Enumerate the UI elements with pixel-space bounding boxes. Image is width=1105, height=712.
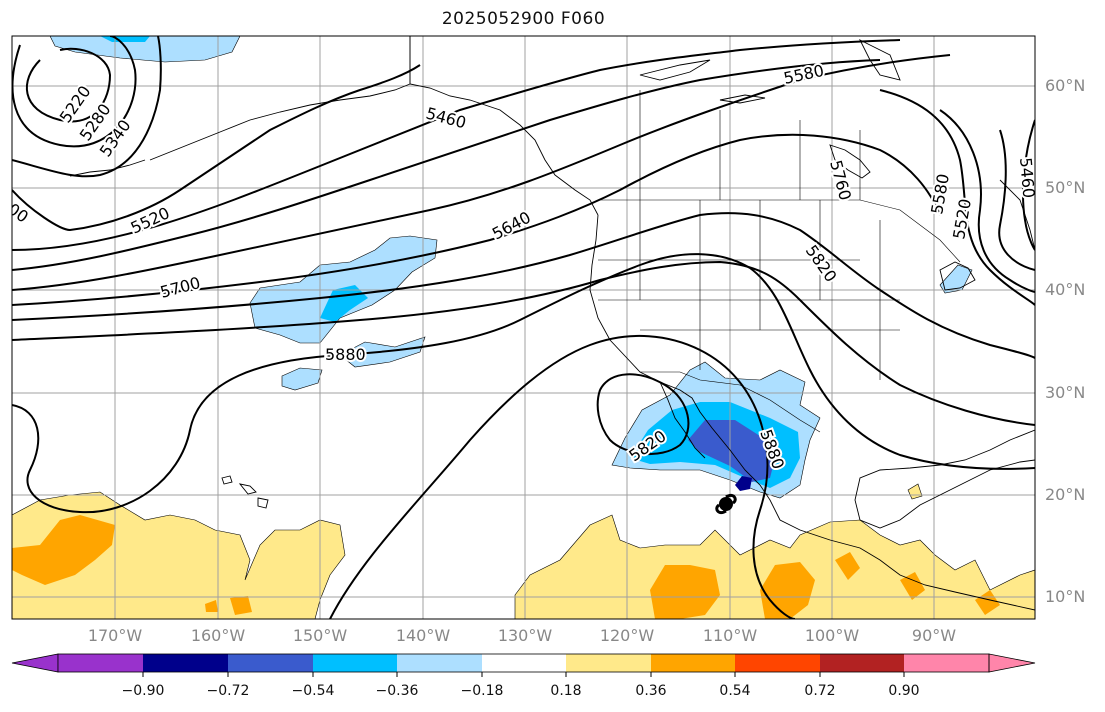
contour-5460: [12, 39, 901, 251]
colorbar-extend-low: [11, 653, 59, 673]
coast-alaska-peninsula: [149, 83, 411, 161]
coast-alaska-islands: [69, 159, 146, 177]
colorbar-segment: [651, 654, 735, 672]
contour-5640: [12, 133, 941, 306]
colorbar-segment: [58, 654, 143, 672]
shade-pos-west-core-2: [230, 596, 252, 615]
shade-mexico-core: [735, 476, 752, 491]
coast-baja: [659, 381, 706, 459]
lon-label-100w: 100°W: [804, 626, 860, 645]
coast-hudson: [829, 144, 871, 179]
lat-label-40n: 40°N: [1045, 280, 1086, 299]
coastlines: [69, 36, 1035, 611]
border-us-mexico: [640, 371, 821, 433]
colorbar-tick-label: 0.90: [888, 683, 920, 699]
colorbar-segment: [820, 654, 904, 672]
colorbar-tick-label: −0.18: [460, 683, 504, 699]
coast-us-west: [589, 214, 1035, 611]
shade-pos-west-core-1: [12, 515, 115, 585]
colorbar-tick-label: 0.36: [635, 683, 667, 699]
contour-5520: [12, 59, 881, 271]
lon-label-150w: 150°W: [292, 626, 348, 645]
colorbar-segment: [143, 654, 228, 672]
lon-label-160w: 160°W: [190, 626, 246, 645]
shading-positive: [12, 483, 1035, 619]
shade-mexico-inner: [688, 420, 775, 482]
colorbar-segment: [566, 654, 651, 672]
contour-5580: [12, 54, 951, 291]
hawaii-2: [238, 483, 257, 495]
contour-label: 5880: [325, 345, 366, 364]
contour-5400: [12, 64, 421, 232]
contour-5340: [12, 36, 162, 178]
border-canada-prov: [639, 90, 861, 200]
lat-label-30n: 30°N: [1045, 383, 1086, 402]
colorbar-tick-label: 0.18: [550, 683, 582, 699]
colorbar-segment: [904, 654, 989, 672]
colorbar-segment: [313, 654, 397, 672]
contour-5700: [12, 212, 1035, 359]
shade-n-pacific-north: [49, 36, 241, 63]
lon-label-120w: 120°W: [599, 626, 655, 645]
colorbar-tick-label: 0.54: [719, 683, 751, 699]
colorbar-segment: [735, 654, 820, 672]
lon-label-90w: 90°W: [911, 626, 957, 645]
map-title: 2025052900 F060: [441, 9, 606, 29]
contour-ne-4: [1022, 119, 1035, 251]
hawaii-3: [257, 497, 269, 509]
border-state-1: [639, 200, 881, 380]
coast-arctic-3: [858, 38, 901, 81]
colorbar: [11, 653, 1036, 677]
colorbar-tick-label: −0.54: [291, 683, 335, 699]
coast-arctic-1: [639, 59, 711, 81]
colorbar-extend-high: [988, 653, 1036, 673]
colorbar-tick-label: −0.36: [375, 683, 419, 699]
contour-5760: [12, 260, 1035, 426]
contour-ne-3: [998, 129, 1035, 271]
contour-5280: [12, 36, 137, 148]
map-frame: [11, 35, 1036, 620]
coast-alaska-north: [409, 36, 599, 216]
colorbar-tick-label: −0.90: [121, 683, 165, 699]
contour-5820: [12, 253, 1035, 514]
lon-label-140w: 140°W: [395, 626, 451, 645]
contour-5220: [25, 47, 112, 123]
lat-label-10n: 10°N: [1045, 587, 1086, 606]
shade-n-pacific-north-core: [100, 36, 150, 42]
lon-label-110w: 110°W: [702, 626, 758, 645]
tropical-cyclone-symbol: [715, 493, 737, 515]
colorbar-segment: [397, 654, 482, 672]
contour-5820-low: [596, 373, 690, 456]
lat-label-20n: 20°N: [1045, 485, 1086, 504]
contour-ne-2: [939, 109, 1035, 293]
hawaii-1: [221, 475, 233, 485]
shade-pos-west-core-3: [205, 600, 218, 612]
colorbar-segment: [228, 654, 313, 672]
shade-pos-core-d: [900, 572, 925, 600]
colorbar-tick-label: 0.72: [804, 683, 836, 699]
colorbar-segment: [482, 654, 566, 672]
lon-label-170w: 170°W: [87, 626, 143, 645]
contour-label: 5460: [1016, 157, 1038, 199]
colorbar-tick-label: −0.72: [206, 683, 250, 699]
contour-5880: [329, 335, 796, 619]
shade-small-2: [281, 367, 323, 391]
shade-pos-core-c: [835, 552, 860, 580]
border-state-2: [598, 259, 900, 331]
shade-pos-core-a: [650, 565, 720, 619]
height-contours: [12, 36, 1035, 619]
contour-ne-1: [879, 89, 1035, 306]
lat-label-50n: 50°N: [1045, 178, 1086, 197]
lat-label-60n: 60°N: [1045, 76, 1086, 95]
shade-pos-core-e: [975, 590, 1000, 615]
borders: [409, 36, 961, 433]
lon-label-130w: 130°W: [497, 626, 553, 645]
coast-gulf: [854, 429, 1035, 529]
coast-great-lakes: [939, 261, 976, 291]
